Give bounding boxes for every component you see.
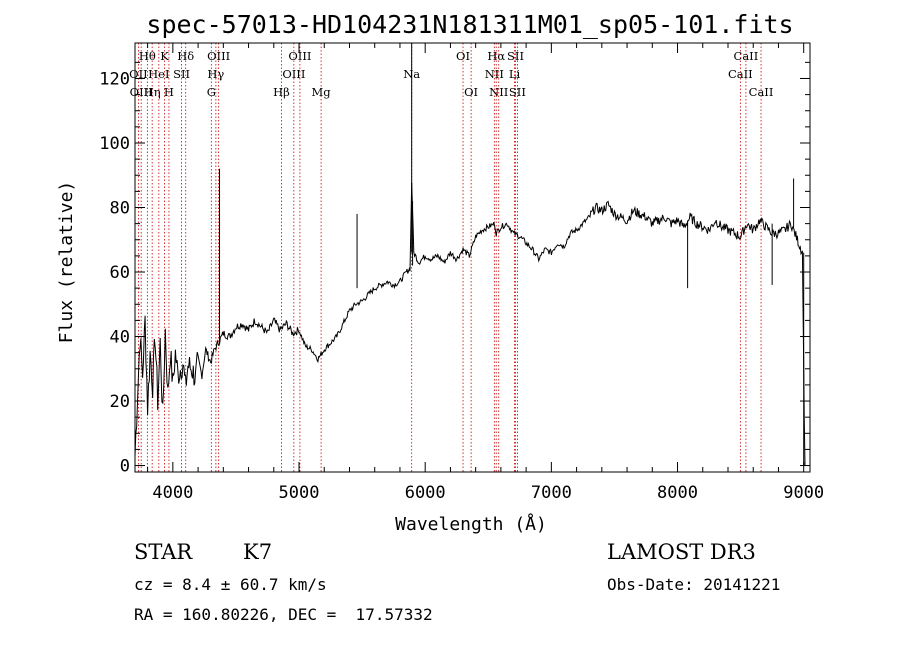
emission-line-markers [138, 43, 762, 472]
coordinates: RA = 160.80226, DEC = 17.57332 [134, 605, 433, 624]
y-tick-label-3: 60 [110, 263, 130, 283]
line-label-27: CaII [749, 85, 774, 99]
y-tick-label-5: 100 [99, 134, 130, 154]
line-label-3: Hη [144, 85, 161, 99]
line-label-7: H [164, 85, 174, 99]
redshift-velocity: cz = 8.4 ± 60.7 km/s [134, 575, 327, 594]
line-label-9: OIII [207, 49, 230, 63]
line-label-26: CaII [728, 67, 753, 81]
y-tick-label-6: 120 [99, 69, 130, 89]
survey-name: LAMOST DR3 [607, 540, 756, 564]
line-label-5: HeI [148, 67, 169, 81]
line-label-18: OI [464, 85, 478, 99]
line-label-13: OIII [282, 67, 305, 81]
observation-date: Obs-Date: 20141221 [607, 575, 781, 594]
line-label-19: Hα [487, 49, 505, 63]
x-tick-label-3: 7000 [531, 483, 572, 503]
line-label-22: Li [509, 67, 521, 81]
line-label-12: OIII [288, 49, 311, 63]
line-label-17: OI [456, 49, 470, 63]
y-axis-ticks: 0 20 40 60 80 100 120 [99, 61, 810, 477]
y-tick-label-1: 20 [110, 392, 130, 412]
line-label-25: CaII [734, 49, 759, 63]
x-axis-ticks: 4000 5000 6000 7000 8000 9000 [147, 43, 824, 503]
line-label-0: Hθ [139, 49, 156, 63]
spectrum-series [134, 43, 806, 466]
line-label-11: G [207, 85, 216, 99]
y-tick-label-4: 80 [110, 199, 130, 219]
line-label-1: OII [129, 67, 148, 81]
line-label-10: Hγ [207, 67, 224, 81]
line-label-20: SII [507, 49, 524, 63]
line-label-21: NII [485, 67, 504, 81]
y-axis-label: Flux (relative) [56, 181, 77, 344]
y-tick-label-2: 40 [110, 328, 130, 348]
line-label-6: SII [173, 67, 190, 81]
x-axis-label: Wavelength (Å) [395, 513, 547, 535]
line-label-15: Mg [312, 85, 332, 99]
object-class: STAR [134, 540, 193, 564]
line-label-23: NII [489, 85, 508, 99]
x-tick-label-0: 4000 [152, 483, 193, 503]
line-label-14: Hβ [273, 85, 290, 99]
x-tick-label-4: 8000 [657, 483, 698, 503]
plot-frame [134, 42, 811, 473]
x-tick-label-2: 6000 [405, 483, 446, 503]
x-tick-label-1: 5000 [279, 483, 320, 503]
line-label-8: Hδ [177, 49, 194, 63]
y-tick-label-0: 0 [120, 457, 130, 477]
chart-title: spec-57013-HD104231N181311M01_sp05-101.f… [146, 10, 793, 39]
x-tick-label-5: 9000 [783, 483, 824, 503]
spectrum-line [134, 182, 806, 466]
line-label-24: SII [509, 85, 526, 99]
object-subclass: K7 [243, 540, 273, 564]
line-label-4: K [160, 49, 169, 63]
